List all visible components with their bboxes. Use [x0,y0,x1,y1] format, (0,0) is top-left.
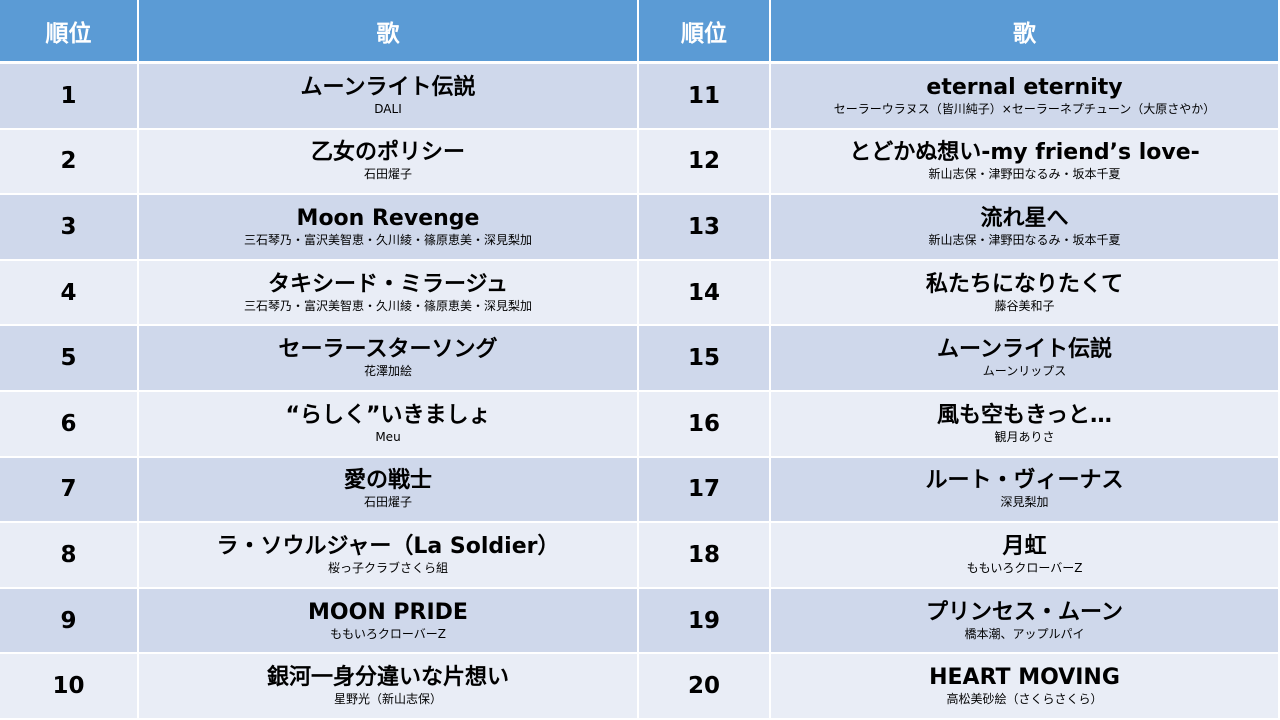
song-artist: 桜っ子クラブさくら組 [327,560,448,575]
rank-cell: 12 [639,129,771,196]
song-artist: 新山志保・津野田なるみ・坂本千夏 [928,232,1121,247]
song-cell: 流れ星へ 新山志保・津野田なるみ・坂本千夏 [771,195,1280,261]
song-title: 銀河一身分違いな片想い [266,665,509,691]
rank-cell: 13 [639,195,771,261]
song-cell: “らしく”いきましょ Meu [139,391,639,458]
song-artist: 花澤加絵 [363,364,412,379]
rank-cell: 14 [639,260,771,327]
song-title: “らしく”いきましょ [285,402,491,428]
song-title: ルート・ヴィーナス [925,468,1124,494]
song-artist: 石田燿子 [363,495,412,510]
song-artist: 新山志保・津野田なるみ・坂本千夏 [928,167,1121,182]
rank-cell: 15 [639,326,771,392]
song-cell: ルート・ヴィーナス 深見梨加 [771,457,1280,524]
song-cell: セーラースターソング 花澤加絵 [139,326,639,392]
song-title: タキシード・ミラージュ [267,271,509,297]
song-title: 流れ星へ [980,205,1069,231]
song-cell: MOON PRIDE ももいろクローバーZ [139,588,639,655]
song-title: 私たちになりたくて [925,271,1124,297]
song-title: 乙女のポリシー [310,140,465,166]
rank-cell: 2 [0,129,139,196]
song-artist: Meu [375,429,401,444]
song-artist: 三石琴乃・富沢美智恵・久川綾・篠原恵美・深見梨加 [243,232,532,247]
song-title: eternal eternity [926,74,1123,100]
rank-cell: 3 [0,195,139,261]
song-title: セーラースターソング [278,337,498,363]
song-title: とどかぬ想い-my friend’s love- [849,140,1200,166]
song-cell: 風も空もきっと… 観月ありさ [771,391,1280,458]
rank-cell: 11 [639,64,771,130]
song-title: ムーンライト伝説 [300,74,476,100]
rank-cell: 17 [639,457,771,524]
rank-cell: 10 [0,654,139,720]
rank-cell: 19 [639,588,771,655]
rank-cell: 4 [0,260,139,327]
header-rank-right: 順位 [639,0,771,64]
rank-cell: 16 [639,391,771,458]
song-title: ムーンライト伝説 [937,337,1112,363]
song-cell: ムーンライト伝説 ムーンリップス [771,326,1280,392]
song-cell: Moon Revenge 三石琴乃・富沢美智恵・久川綾・篠原恵美・深見梨加 [139,195,639,261]
song-artist: 石田燿子 [363,167,412,182]
song-title: 風も空もきっと… [936,402,1113,428]
song-title: HEART MOVING [929,665,1120,691]
song-title: 愛の戦士 [343,468,432,494]
song-artist: 三石琴乃・富沢美智恵・久川綾・篠原恵美・深見梨加 [243,298,532,313]
song-artist: ももいろクローバーZ [966,560,1083,575]
song-artist: 藤谷美和子 [994,298,1055,313]
song-cell: タキシード・ミラージュ 三石琴乃・富沢美智恵・久川綾・篠原恵美・深見梨加 [139,260,639,327]
header-song-left: 歌 [139,0,639,64]
rank-cell: 1 [0,64,139,130]
song-artist: 星野光（新山志保） [333,692,442,707]
rank-cell: 5 [0,326,139,392]
song-cell: 愛の戦士 石田燿子 [139,457,639,524]
song-title: ラ・ソウルジャー（La Soldier） [216,533,560,559]
rank-cell: 9 [0,588,139,655]
song-cell: HEART MOVING 高松美砂絵（さくらさくら） [771,654,1280,720]
song-title: MOON PRIDE [308,599,468,625]
rank-cell: 18 [639,523,771,589]
rank-cell: 20 [639,654,771,720]
song-cell: ムーンライト伝説 DALI [139,64,639,130]
song-title: 月虹 [1002,533,1047,559]
song-artist: ムーンリップス [982,364,1067,379]
header-song-right: 歌 [771,0,1280,64]
rank-cell: 6 [0,391,139,458]
song-artist: 観月ありさ [994,429,1055,444]
song-cell: ラ・ソウルジャー（La Soldier） 桜っ子クラブさくら組 [139,523,639,589]
song-artist: セーラーウラヌス（皆川純子）×セーラーネプチューン（大原さやか） [833,101,1216,116]
header-rank-left: 順位 [0,0,139,64]
song-artist: 橋本潮、アップルパイ [964,626,1085,641]
song-cell: 乙女のポリシー 石田燿子 [139,129,639,196]
song-cell: 銀河一身分違いな片想い 星野光（新山志保） [139,654,639,720]
song-artist: ももいろクローバーZ [330,626,446,641]
song-title: Moon Revenge [296,205,480,231]
rank-cell: 8 [0,523,139,589]
song-artist: 高松美砂絵（さくらさくら） [946,692,1103,707]
song-cell: 月虹 ももいろクローバーZ [771,523,1280,589]
song-cell: eternal eternity セーラーウラヌス（皆川純子）×セーラーネプチュー… [771,64,1280,130]
song-artist: DALI [374,101,402,116]
song-artist: 深見梨加 [1000,495,1049,510]
song-cell: プリンセス・ムーン 橋本潮、アップルパイ [771,588,1280,655]
song-title: プリンセス・ムーン [926,599,1123,625]
song-cell: 私たちになりたくて 藤谷美和子 [771,260,1280,327]
rank-cell: 7 [0,457,139,524]
song-cell: とどかぬ想い-my friend’s love- 新山志保・津野田なるみ・坂本千夏 [771,129,1280,196]
